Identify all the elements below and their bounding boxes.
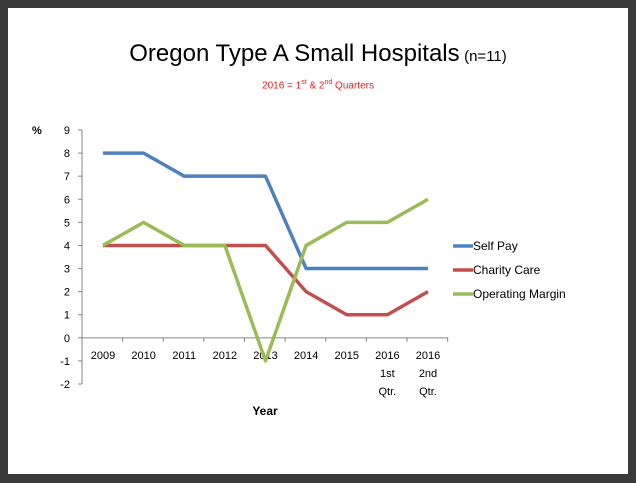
x-tick-label: 2015 — [335, 350, 359, 362]
x-tick-label: 2010 — [131, 350, 155, 362]
x-tick-label: Qtr. — [419, 386, 437, 398]
x-tick-label: Qtr. — [379, 386, 397, 398]
y-tick-label: 6 — [64, 194, 70, 206]
subtitle-part: Quarters — [332, 80, 374, 92]
x-tick-label: 2012 — [213, 350, 237, 362]
y-tick-label: 5 — [64, 217, 70, 229]
x-tick-label: 2014 — [294, 350, 318, 362]
chart-title: Oregon Type A Small Hospitals (n=11) — [0, 40, 636, 68]
x-tick-label: 2009 — [91, 350, 115, 362]
x-tick-label: 2016 — [416, 350, 440, 362]
y-tick-label: -2 — [60, 379, 70, 391]
y-tick-label: 4 — [64, 240, 70, 252]
chart-title-text: Oregon Type A Small Hospitals — [129, 40, 460, 67]
y-axis-unit-label: % — [32, 125, 42, 137]
y-tick-label: 9 — [64, 125, 70, 137]
y-tick-label: 8 — [64, 148, 70, 160]
subtitle-sup-1: st — [301, 79, 307, 86]
y-tick-label: 0 — [64, 333, 70, 345]
legend-label: Charity Care — [473, 263, 541, 277]
y-tick-label: -1 — [60, 356, 70, 368]
subtitle-part: & 2 — [306, 80, 325, 92]
series-line-operating-margin — [102, 197, 429, 363]
chart-subtitle: 2016 = 1st & 2nd Quarters — [0, 79, 636, 91]
x-axis-title: Year — [252, 404, 278, 418]
x-tick-label: 2nd — [419, 368, 437, 380]
subtitle-part: 2016 = 1 — [262, 80, 302, 92]
x-tick-label: 1st — [380, 368, 395, 380]
series-line-self-pay — [103, 151, 428, 271]
legend-label: Operating Margin — [473, 287, 566, 301]
x-tick-label: 2016 — [375, 350, 399, 362]
y-tick-label: 2 — [64, 287, 70, 299]
x-tick-label: 2011 — [172, 350, 196, 362]
series-line-charity-care — [103, 243, 429, 317]
y-tick-label: 1 — [64, 310, 70, 322]
subtitle-sup-2: nd — [324, 79, 333, 86]
y-tick-label: 7 — [64, 171, 70, 183]
y-tick-label: 3 — [64, 264, 70, 276]
chart-title-sample-size: (n=11) — [464, 48, 507, 65]
legend-label: Self Pay — [473, 239, 518, 253]
